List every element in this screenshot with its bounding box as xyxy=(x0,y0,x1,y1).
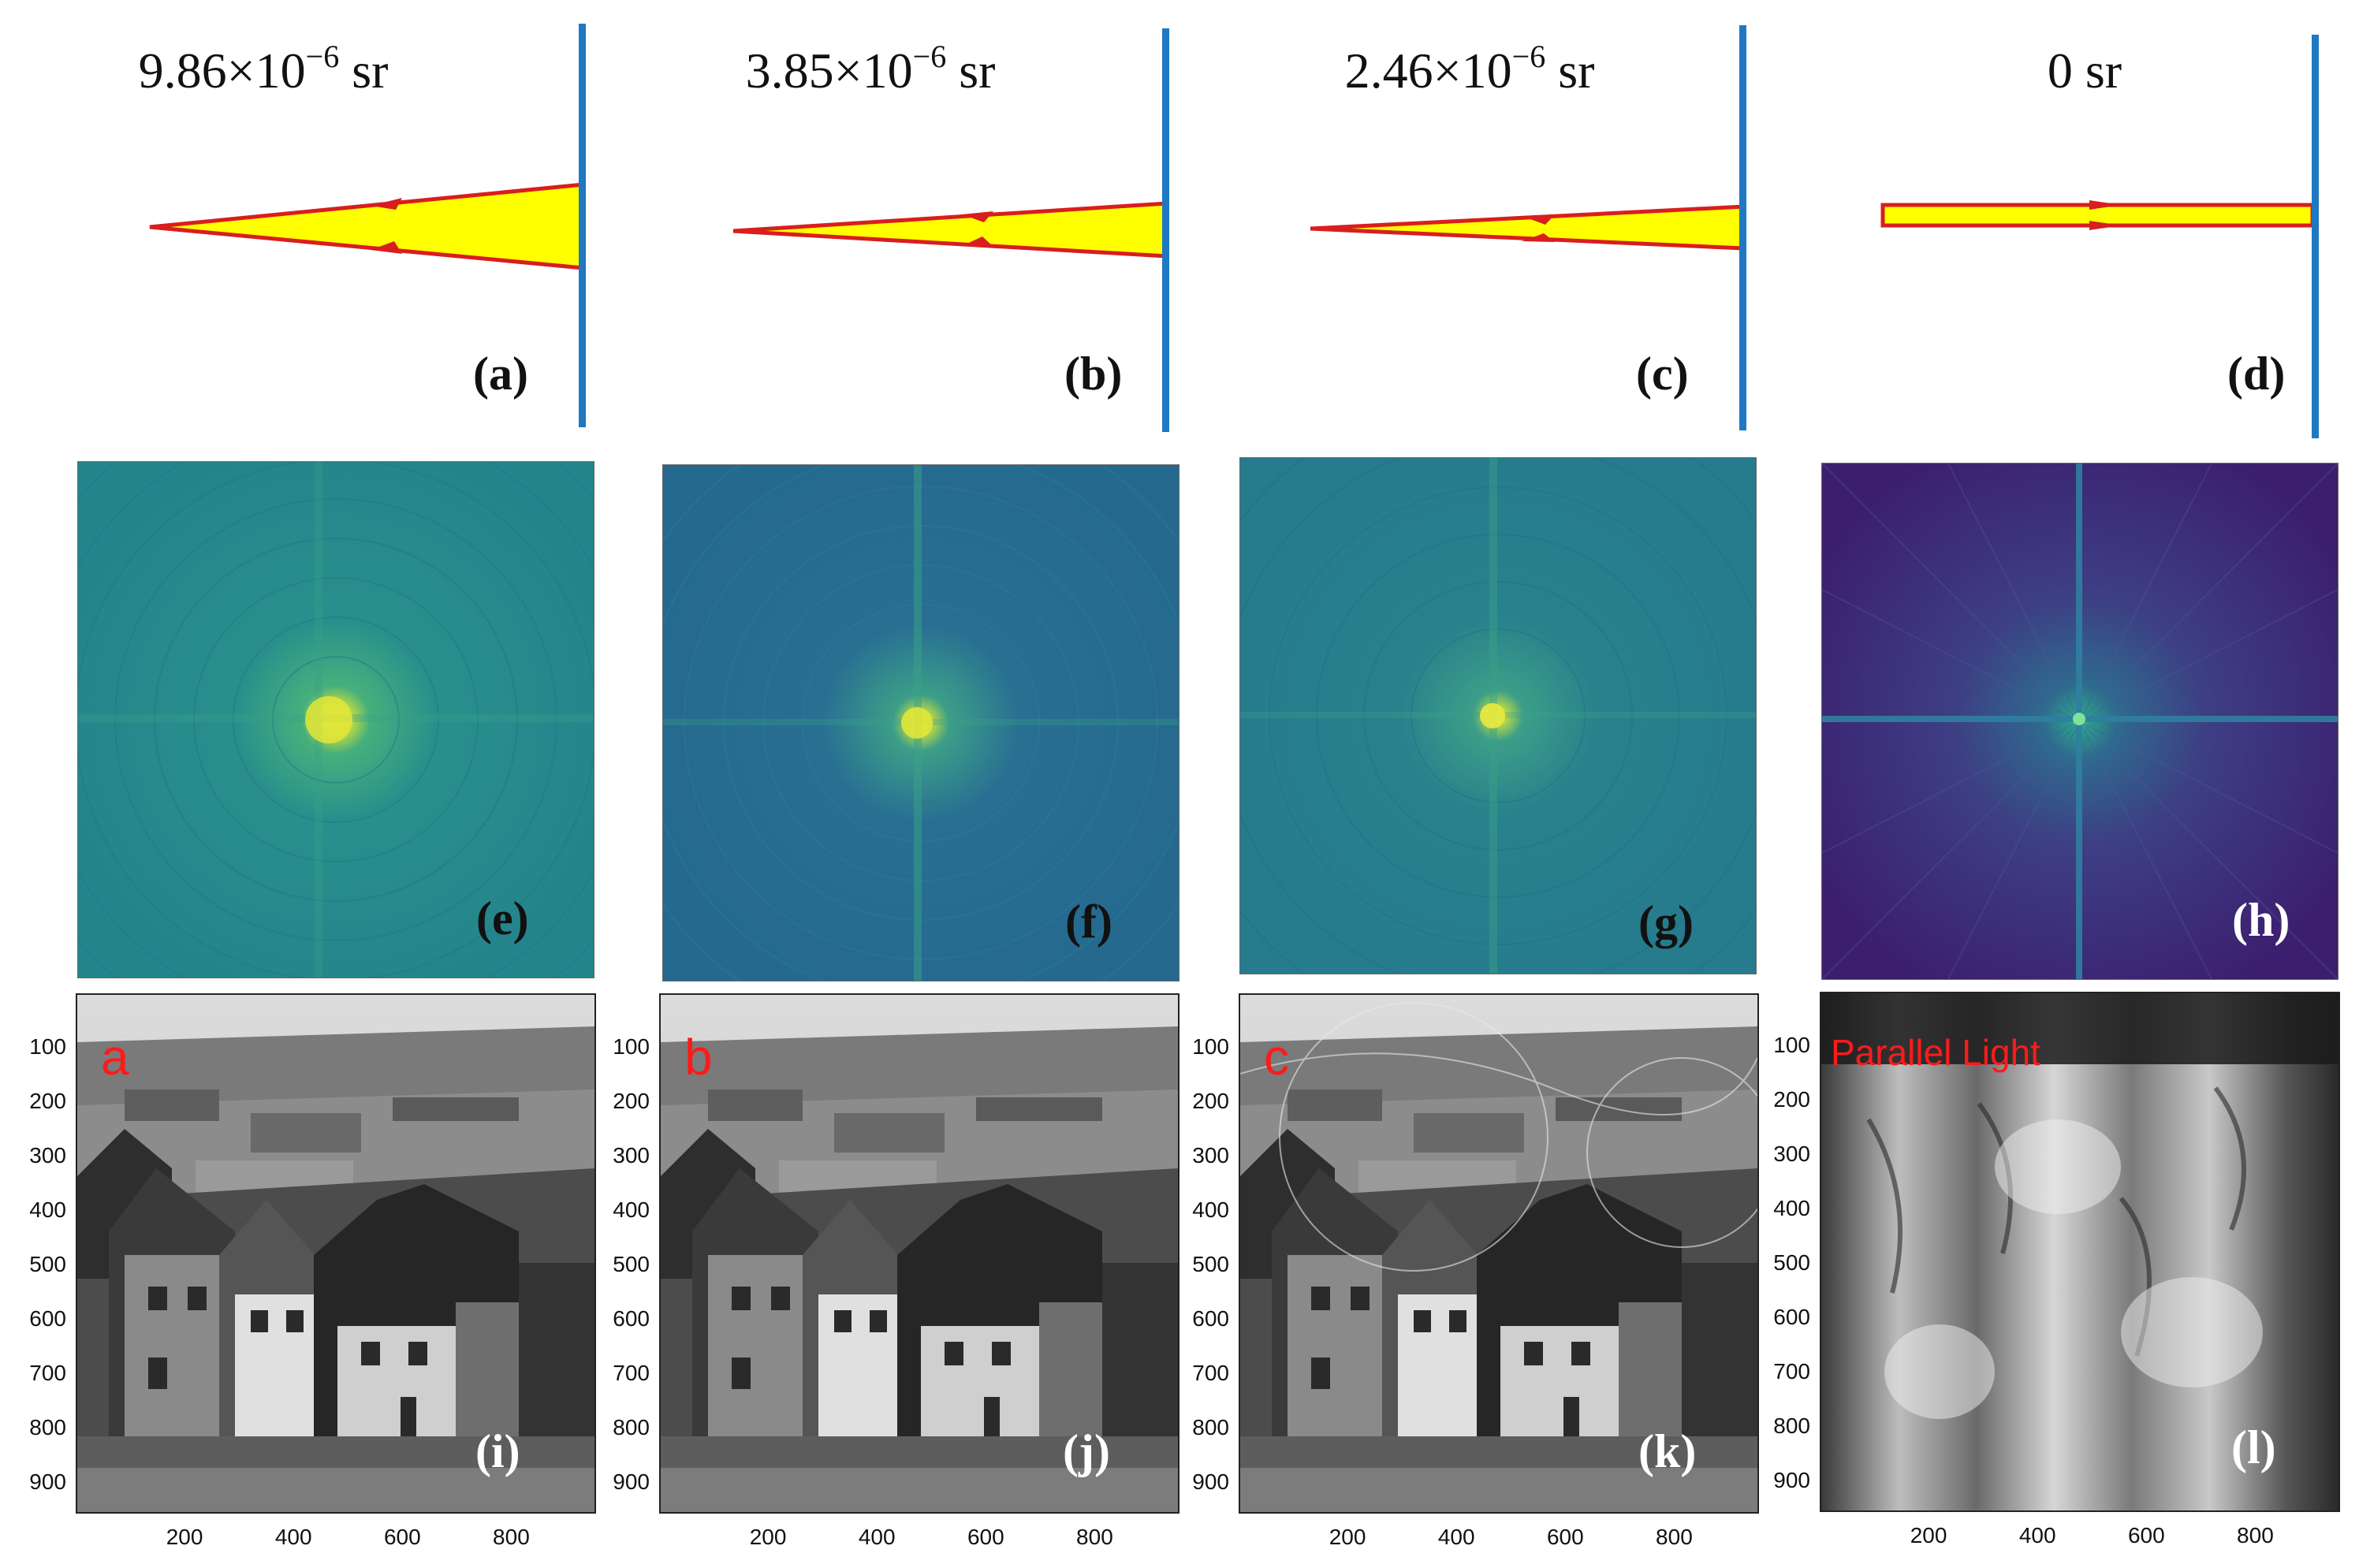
y-tick-label: 600 xyxy=(29,1306,66,1331)
x-tick-label: 800 xyxy=(1656,1525,1693,1549)
x-tick-label: 400 xyxy=(1437,1525,1475,1549)
parallel-beam xyxy=(1880,35,2319,438)
x-tick-label: 200 xyxy=(166,1525,203,1549)
y-tick-label: 800 xyxy=(1773,1413,1810,1439)
y-tick-label: 200 xyxy=(29,1089,66,1114)
x-tick-label: 800 xyxy=(1076,1525,1113,1549)
ray-cone xyxy=(732,28,1169,432)
y-tick-label: 200 xyxy=(1192,1089,1229,1114)
x-tick-label: 600 xyxy=(2127,1523,2165,1548)
y-tick-label: 600 xyxy=(1192,1306,1229,1331)
x-tick-label: 400 xyxy=(2018,1523,2056,1548)
x-tick-label: 800 xyxy=(493,1525,530,1549)
y-tick-label: 700 xyxy=(613,1361,650,1386)
x-tick-label: 400 xyxy=(274,1525,312,1549)
y-tick-label: 200 xyxy=(613,1089,650,1114)
x-tick-label: 200 xyxy=(1329,1525,1366,1549)
y-tick-label: 600 xyxy=(613,1306,650,1331)
y-tick-label: 800 xyxy=(29,1415,66,1440)
panel-label: (i) xyxy=(475,1425,520,1477)
y-tick-label: 300 xyxy=(1773,1142,1810,1167)
reconstruction-j: b (j) xyxy=(659,993,1180,1514)
screen-plane xyxy=(1739,25,1746,430)
y-tick-label: 500 xyxy=(1773,1250,1810,1276)
y-tick-label: 400 xyxy=(613,1197,650,1223)
y-tick-label: 800 xyxy=(1192,1415,1229,1440)
y-tick-label: 300 xyxy=(29,1143,66,1168)
reconstruction-l: Parallel Light (l) xyxy=(1820,992,2340,1512)
y-tick-label: 400 xyxy=(29,1197,66,1223)
panel-label: (j) xyxy=(1063,1425,1110,1477)
y-tick-label: 200 xyxy=(1773,1087,1810,1112)
y-tick-label: 300 xyxy=(613,1143,650,1168)
reconstruction-i: a (i) xyxy=(76,993,596,1514)
y-tick-label: 400 xyxy=(1773,1196,1810,1221)
y-tick-label: 900 xyxy=(1773,1468,1810,1493)
overlay-label: Parallel Light xyxy=(1831,1032,2040,1073)
panel-label: (a) xyxy=(473,348,528,400)
diagram-a: 9.86×10−6 sr (a) xyxy=(0,0,590,441)
screen-plane xyxy=(579,24,586,427)
reconstruction-k: c (k) xyxy=(1239,993,1759,1514)
diagram-d: 0 sr (d) xyxy=(1735,0,2324,441)
panel-label: (e) xyxy=(476,892,529,944)
x-tick-label: 200 xyxy=(749,1525,787,1549)
diagram-c: 2.46×10−6 sr (c) xyxy=(1159,0,1749,441)
x-tick-label: 600 xyxy=(1546,1525,1584,1549)
y-tick-label: 100 xyxy=(1192,1034,1229,1060)
x-tick-label: 400 xyxy=(858,1525,896,1549)
y-tick-label: 100 xyxy=(29,1034,66,1060)
diagram-b: 3.85×10−6 sr (b) xyxy=(583,0,1173,441)
y-tick-label: 100 xyxy=(613,1034,650,1060)
panel-label: (h) xyxy=(2232,894,2290,946)
panel-label: (k) xyxy=(1638,1425,1697,1477)
overlay-label: a xyxy=(101,1029,129,1086)
y-tick-label: 800 xyxy=(613,1415,650,1440)
solid-angle-label: 0 sr xyxy=(2047,43,2122,99)
y-tick-label: 400 xyxy=(1192,1197,1229,1223)
spectrum-f: (f) xyxy=(662,464,1180,981)
spectrum-g: (g) xyxy=(1239,457,1757,974)
overlay-label: c xyxy=(1264,1029,1289,1086)
overlay-label: b xyxy=(684,1029,713,1086)
y-tick-label: 900 xyxy=(1192,1469,1229,1495)
y-tick-label: 600 xyxy=(1773,1305,1810,1330)
screen-plane xyxy=(2312,35,2319,438)
x-tick-label: 200 xyxy=(1910,1523,1947,1548)
panel-label: (l) xyxy=(2231,1421,2276,1473)
x-tick-label: 600 xyxy=(967,1525,1004,1549)
y-tick-label: 900 xyxy=(29,1469,66,1495)
ray-cone xyxy=(149,24,586,427)
panel-label: (c) xyxy=(1636,348,1689,400)
y-tick-label: 500 xyxy=(613,1252,650,1277)
panel-label: (b) xyxy=(1064,348,1123,400)
x-tick-label: 600 xyxy=(383,1525,421,1549)
spectrum-h: (h) xyxy=(1821,463,2339,980)
screen-plane xyxy=(1162,28,1169,432)
y-tick-label: 100 xyxy=(1773,1033,1810,1058)
solid-angle-label: 9.86×10−6 sr xyxy=(138,39,389,99)
x-tick-label: 800 xyxy=(2237,1523,2274,1548)
y-tick-label: 700 xyxy=(1773,1359,1810,1384)
ray-cone xyxy=(1310,25,1746,430)
panel-label: (f) xyxy=(1065,896,1112,948)
spectrum-e: (e) xyxy=(77,461,594,978)
y-tick-label: 900 xyxy=(613,1469,650,1495)
y-tick-label: 700 xyxy=(29,1361,66,1386)
y-tick-label: 500 xyxy=(29,1252,66,1277)
y-tick-label: 700 xyxy=(1192,1361,1229,1386)
y-tick-label: 300 xyxy=(1192,1143,1229,1168)
solid-angle-label: 2.46×10−6 sr xyxy=(1344,39,1595,99)
panel-label: (g) xyxy=(1638,896,1694,948)
solid-angle-label: 3.85×10−6 sr xyxy=(745,39,996,99)
y-tick-label: 500 xyxy=(1192,1252,1229,1277)
panel-label: (d) xyxy=(2227,348,2286,400)
